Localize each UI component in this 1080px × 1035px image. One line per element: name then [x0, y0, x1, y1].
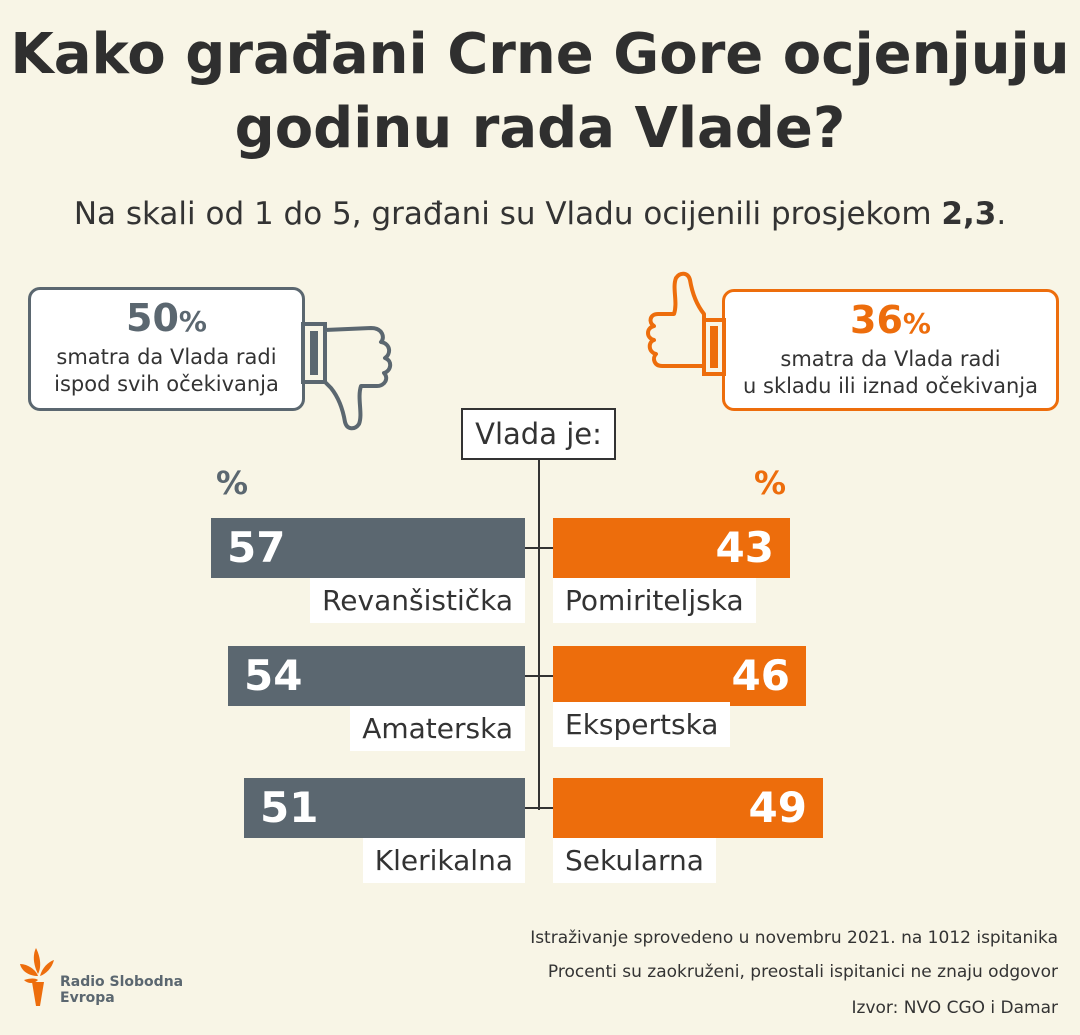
bar-right-label: Sekularna	[553, 838, 716, 883]
callout-left-number: 50	[126, 296, 179, 340]
center-label-box: Vlada je:	[461, 408, 616, 460]
callout-right-number: 36	[850, 298, 903, 342]
subtitle: Na skali od 1 do 5, građani su Vladu oci…	[0, 196, 1080, 232]
bar-left-label: Klerikalna	[362, 838, 525, 883]
bar-right-label: Pomiriteljska	[553, 578, 756, 623]
callout-right-percent: 36%	[725, 298, 1056, 346]
subtitle-average-value: 2,3	[941, 196, 997, 232]
title-line-1: Kako građani Crne Gore ocjenjuju	[10, 22, 1070, 87]
callout-below-expectations: 50% smatra da Vlada radi ispod svih oček…	[28, 287, 305, 411]
bar-left: 57	[211, 518, 525, 578]
callout-left-percent: 50%	[31, 296, 302, 344]
callout-right-sign: %	[902, 307, 931, 340]
bar-left-value: 54	[244, 651, 303, 700]
bar-right: 46	[553, 646, 806, 706]
note-survey: Istraživanje sprovedeno u novembru 2021.…	[530, 928, 1058, 948]
logo-text: Radio Slobodna Evropa	[60, 974, 183, 1006]
logo-line2: Evropa	[60, 990, 115, 1006]
bar-right-value: 49	[748, 783, 807, 832]
title-line-2: godinu rada Vlade?	[234, 96, 846, 161]
thumbs-up-icon	[646, 271, 726, 376]
bar-left-value: 57	[227, 523, 286, 572]
rfe-rl-logo-icon	[20, 948, 54, 1006]
subtitle-end: .	[996, 196, 1007, 232]
bar-left-label: Amaterska	[350, 706, 525, 751]
thumbs-down-icon	[301, 322, 393, 431]
left-unit-label: %	[216, 464, 249, 502]
note-rounding: Procenti su zaokruženi, preostali ispita…	[547, 962, 1058, 982]
bar-right-value: 46	[731, 651, 790, 700]
bar-left: 51	[244, 778, 525, 838]
page-title: Kako građani Crne Gore ocjenjuju godinu …	[0, 18, 1080, 166]
callout-right-line1: smatra da Vlada radi	[780, 347, 1001, 371]
subtitle-text: Na skali od 1 do 5, građani su Vladu oci…	[73, 196, 942, 232]
bar-right: 49	[553, 778, 823, 838]
callout-left-sign: %	[178, 305, 207, 338]
callout-left-line2: ispod svih očekivanja	[54, 372, 279, 396]
axis-tick	[525, 807, 553, 809]
axis-tick	[525, 675, 553, 677]
callout-meets-expectations: 36% smatra da Vlada radi u skladu ili iz…	[722, 289, 1059, 411]
center-axis-line	[538, 460, 540, 810]
bar-left-value: 51	[260, 783, 319, 832]
bar-left: 54	[228, 646, 525, 706]
bar-right-value: 43	[715, 523, 774, 572]
callout-left-line1: smatra da Vlada radi	[56, 345, 277, 369]
bar-right-label: Ekspertska	[553, 702, 731, 747]
logo-line1: Radio Slobodna	[60, 974, 184, 990]
callout-right-line2: u skladu ili iznad očekivanja	[743, 374, 1038, 398]
right-unit-label: %	[754, 464, 787, 502]
bar-left-label: Revanšistička	[310, 578, 525, 623]
note-source: Izvor: NVO CGO i Damar	[851, 998, 1058, 1018]
bar-right: 43	[553, 518, 790, 578]
axis-tick	[525, 547, 553, 549]
